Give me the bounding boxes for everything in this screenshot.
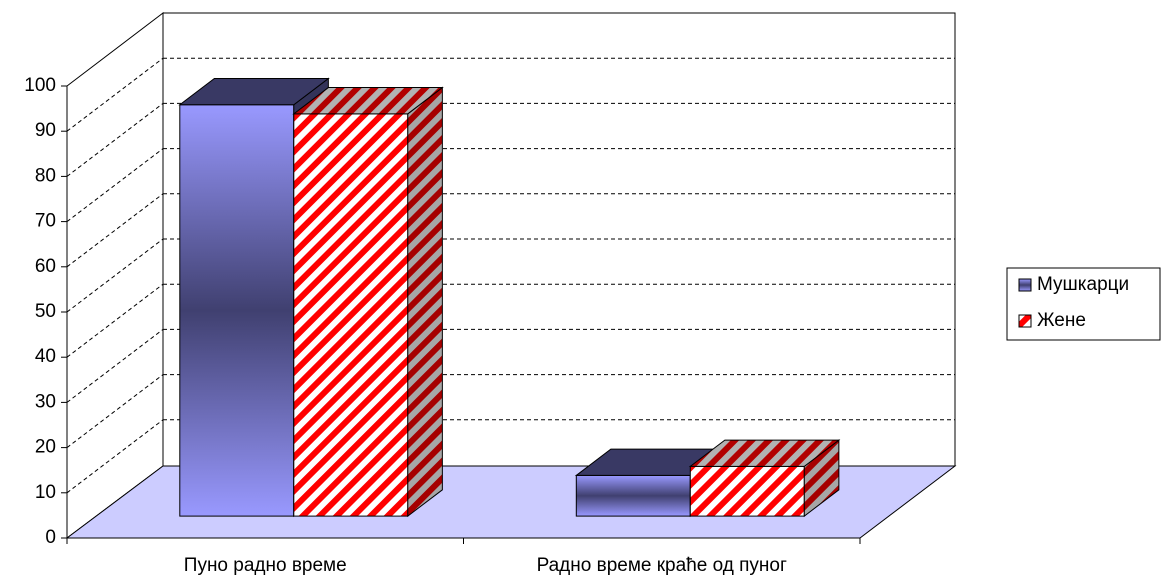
bar-front bbox=[575, 474, 691, 517]
legend-swatch bbox=[1018, 278, 1032, 292]
y-tick-label: 30 bbox=[35, 391, 56, 412]
grid-line bbox=[66, 283, 164, 358]
y-tick-label: 100 bbox=[24, 75, 56, 96]
grid-line bbox=[66, 238, 164, 313]
y-tick-label: 90 bbox=[35, 120, 56, 141]
legend-box bbox=[1006, 267, 1161, 341]
bar-front bbox=[179, 104, 295, 517]
bar-top bbox=[178, 78, 330, 106]
y-tick-label: 50 bbox=[35, 301, 56, 322]
y-tick-label: 20 bbox=[35, 437, 56, 458]
bar-top-shade bbox=[690, 440, 839, 467]
y-tick-label: 80 bbox=[35, 165, 56, 186]
bar-front bbox=[293, 113, 409, 517]
grid-line bbox=[66, 329, 164, 403]
legend-label: Жене bbox=[1037, 310, 1086, 331]
side-wall bbox=[66, 11, 164, 539]
y-tick-label: 70 bbox=[35, 211, 56, 232]
bar-front bbox=[689, 465, 805, 517]
grid-line bbox=[66, 103, 164, 177]
y-tick-label: 60 bbox=[35, 256, 56, 277]
legend-label: Мушкарци bbox=[1037, 274, 1129, 295]
bar-top bbox=[688, 439, 841, 467]
grid-line bbox=[66, 193, 164, 268]
x-tick-label: Радно време краће од пуног bbox=[537, 555, 787, 576]
y-tick-label: 40 bbox=[35, 346, 56, 367]
x-tick-label: Пуно радно време bbox=[184, 555, 347, 576]
bar-side-shade bbox=[407, 87, 443, 517]
grid-line bbox=[66, 419, 164, 494]
grid-line bbox=[66, 57, 164, 132]
y-tick-label: 10 bbox=[35, 482, 56, 503]
legend-swatch bbox=[1018, 314, 1032, 328]
y-tick-label: 0 bbox=[45, 527, 56, 548]
bar-side-shade bbox=[804, 440, 839, 517]
bar-top bbox=[292, 87, 444, 115]
bar-top-shade bbox=[293, 87, 443, 114]
bar-top-shade bbox=[576, 449, 725, 476]
bar-top-shade bbox=[179, 78, 329, 105]
grid-line bbox=[66, 148, 164, 222]
grid-line bbox=[66, 374, 164, 448]
